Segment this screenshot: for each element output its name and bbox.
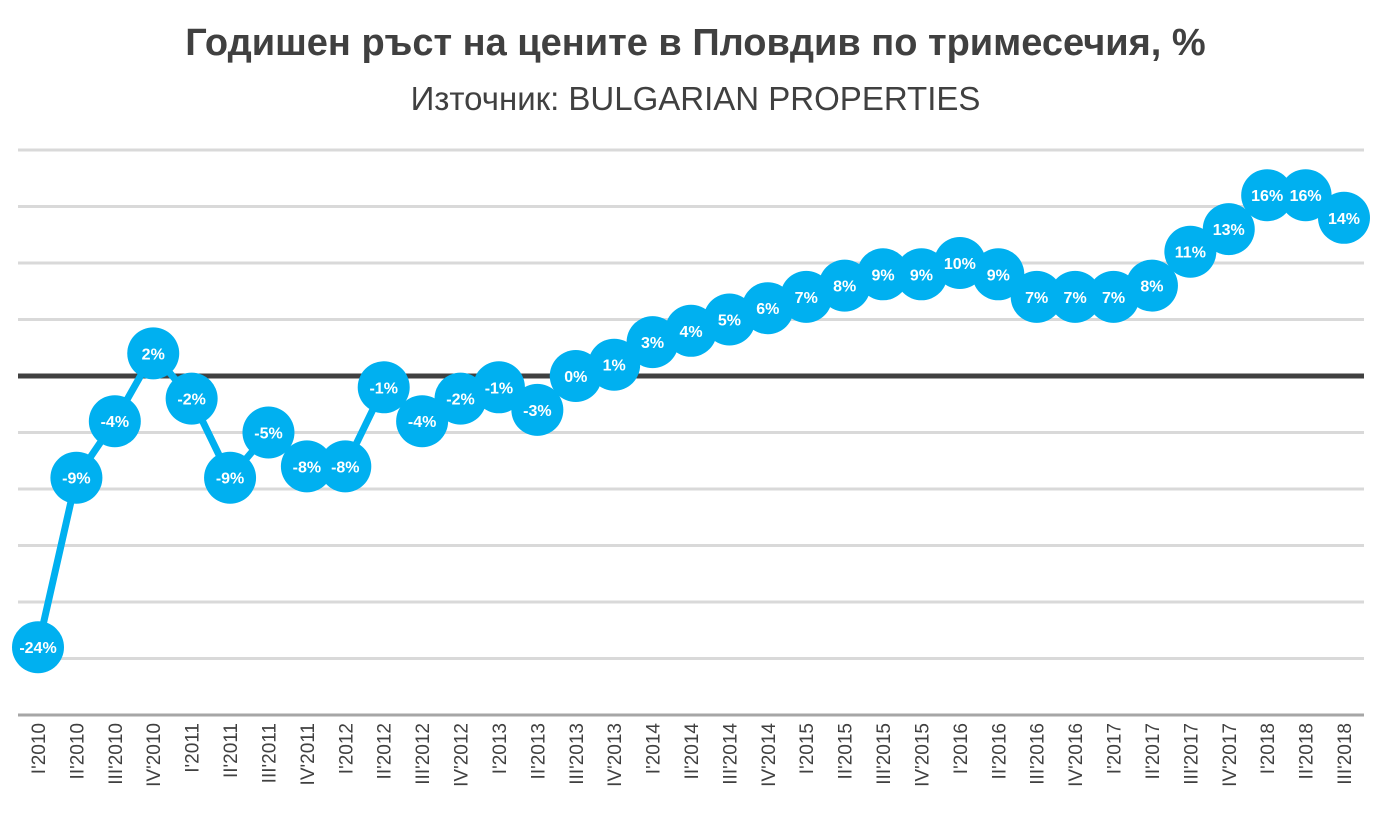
data-label: 1% bbox=[603, 358, 626, 375]
x-tick-label: IV'2015 bbox=[912, 723, 933, 787]
data-point bbox=[319, 440, 372, 493]
chart-title: Годишен ръст на цените в Пловдив по трим… bbox=[185, 22, 1206, 64]
data-label: 8% bbox=[833, 279, 856, 296]
x-tick-label: IV'2016 bbox=[1066, 723, 1087, 787]
x-tick-label: I'2015 bbox=[797, 723, 818, 774]
x-tick-label: III'2011 bbox=[259, 723, 280, 783]
data-label: 10% bbox=[944, 256, 976, 273]
x-tick-label: III'2017 bbox=[1181, 723, 1202, 785]
data-label: 9% bbox=[910, 267, 933, 284]
x-tick-label: II'2010 bbox=[67, 723, 88, 779]
data-label: 7% bbox=[1025, 290, 1048, 307]
data-label: -1% bbox=[485, 380, 513, 397]
data-label: -2% bbox=[177, 392, 205, 409]
x-tick-label: II'2016 bbox=[989, 723, 1010, 779]
x-tick-label: II'2012 bbox=[375, 723, 396, 779]
x-tick-label: IV'2014 bbox=[759, 723, 780, 787]
x-tick-label: III'2015 bbox=[874, 723, 895, 785]
data-label: -3% bbox=[523, 403, 551, 420]
data-label: 4% bbox=[679, 324, 702, 341]
data-point bbox=[1125, 259, 1178, 312]
data-label: -5% bbox=[254, 426, 282, 443]
x-tick-label: III'2018 bbox=[1335, 723, 1356, 785]
x-tick-label: IV'2013 bbox=[605, 723, 626, 787]
x-tick-label: III'2014 bbox=[720, 723, 741, 785]
data-point bbox=[588, 338, 641, 391]
x-tick-label: I'2013 bbox=[490, 723, 511, 774]
x-tick-label: I'2017 bbox=[1105, 723, 1126, 774]
data-label: 5% bbox=[718, 313, 741, 330]
data-label: 16% bbox=[1251, 188, 1283, 205]
x-tick-label: III'2016 bbox=[1028, 723, 1049, 785]
x-tick-label: I'2010 bbox=[29, 723, 50, 774]
data-point bbox=[1202, 203, 1255, 256]
data-point bbox=[12, 621, 64, 674]
x-tick-label: I'2012 bbox=[336, 723, 357, 774]
x-tick-label: I'2011 bbox=[183, 723, 204, 773]
data-label: -4% bbox=[101, 414, 129, 431]
data-label: 13% bbox=[1213, 222, 1245, 239]
data-point bbox=[204, 451, 257, 504]
x-tick-label: II'2017 bbox=[1143, 723, 1164, 779]
x-tick-label: II'2015 bbox=[836, 723, 857, 779]
data-label: 7% bbox=[795, 290, 818, 307]
data-point bbox=[1049, 270, 1102, 323]
data-point bbox=[1279, 169, 1332, 222]
data-point bbox=[972, 248, 1025, 301]
x-tick-label: III'2013 bbox=[567, 723, 588, 785]
chart-subtitle: Източник: BULGARIAN PROPERTIES bbox=[410, 80, 981, 117]
x-tick-label: III'2010 bbox=[106, 723, 127, 785]
data-point bbox=[1318, 191, 1370, 244]
data-point bbox=[50, 451, 103, 504]
data-label: 3% bbox=[641, 335, 664, 352]
data-label: 0% bbox=[564, 369, 587, 386]
data-label: 7% bbox=[1064, 290, 1087, 307]
x-tick-label: I'2016 bbox=[951, 723, 972, 774]
x-tick-label: IV'2017 bbox=[1220, 723, 1241, 787]
data-point bbox=[165, 372, 218, 425]
data-label: -9% bbox=[62, 471, 90, 488]
x-tick-label: III'2012 bbox=[413, 723, 434, 785]
data-label: -8% bbox=[293, 459, 321, 476]
data-label: -9% bbox=[216, 471, 244, 488]
x-tick-label: II'2011 bbox=[221, 723, 242, 778]
data-label: -8% bbox=[331, 459, 359, 476]
data-point bbox=[396, 395, 449, 448]
data-point bbox=[357, 361, 410, 414]
x-tick-label: IV'2012 bbox=[452, 723, 473, 787]
data-point bbox=[88, 395, 141, 448]
data-label: -24% bbox=[19, 640, 56, 657]
data-label: 14% bbox=[1328, 211, 1360, 228]
x-tick-label: II'2014 bbox=[682, 723, 703, 780]
data-label: 7% bbox=[1102, 290, 1125, 307]
data-label: -4% bbox=[408, 414, 436, 431]
x-tick-label: II'2013 bbox=[528, 723, 549, 779]
data-label: 2% bbox=[142, 346, 165, 363]
data-point bbox=[280, 440, 333, 493]
x-tick-label: IV'2011 bbox=[298, 723, 319, 785]
data-label: 8% bbox=[1140, 279, 1163, 296]
data-label: 16% bbox=[1290, 188, 1322, 205]
data-point bbox=[857, 248, 910, 301]
x-tick-label: I'2018 bbox=[1258, 723, 1279, 774]
data-label: -1% bbox=[369, 380, 397, 397]
x-tick-label: II'2018 bbox=[1297, 723, 1318, 779]
data-label: 9% bbox=[871, 267, 894, 284]
data-point bbox=[1010, 270, 1063, 323]
data-point bbox=[511, 383, 564, 436]
data-point bbox=[127, 327, 180, 380]
x-tick-label: I'2014 bbox=[644, 723, 665, 775]
data-point bbox=[242, 406, 295, 459]
data-point bbox=[1164, 225, 1217, 278]
data-point bbox=[472, 361, 525, 414]
data-point bbox=[1241, 169, 1294, 222]
data-label: 6% bbox=[756, 301, 779, 318]
x-tick-label: IV'2010 bbox=[144, 723, 165, 787]
data-label: -2% bbox=[446, 392, 474, 409]
data-label: 9% bbox=[987, 267, 1010, 284]
data-label: 11% bbox=[1175, 245, 1206, 262]
